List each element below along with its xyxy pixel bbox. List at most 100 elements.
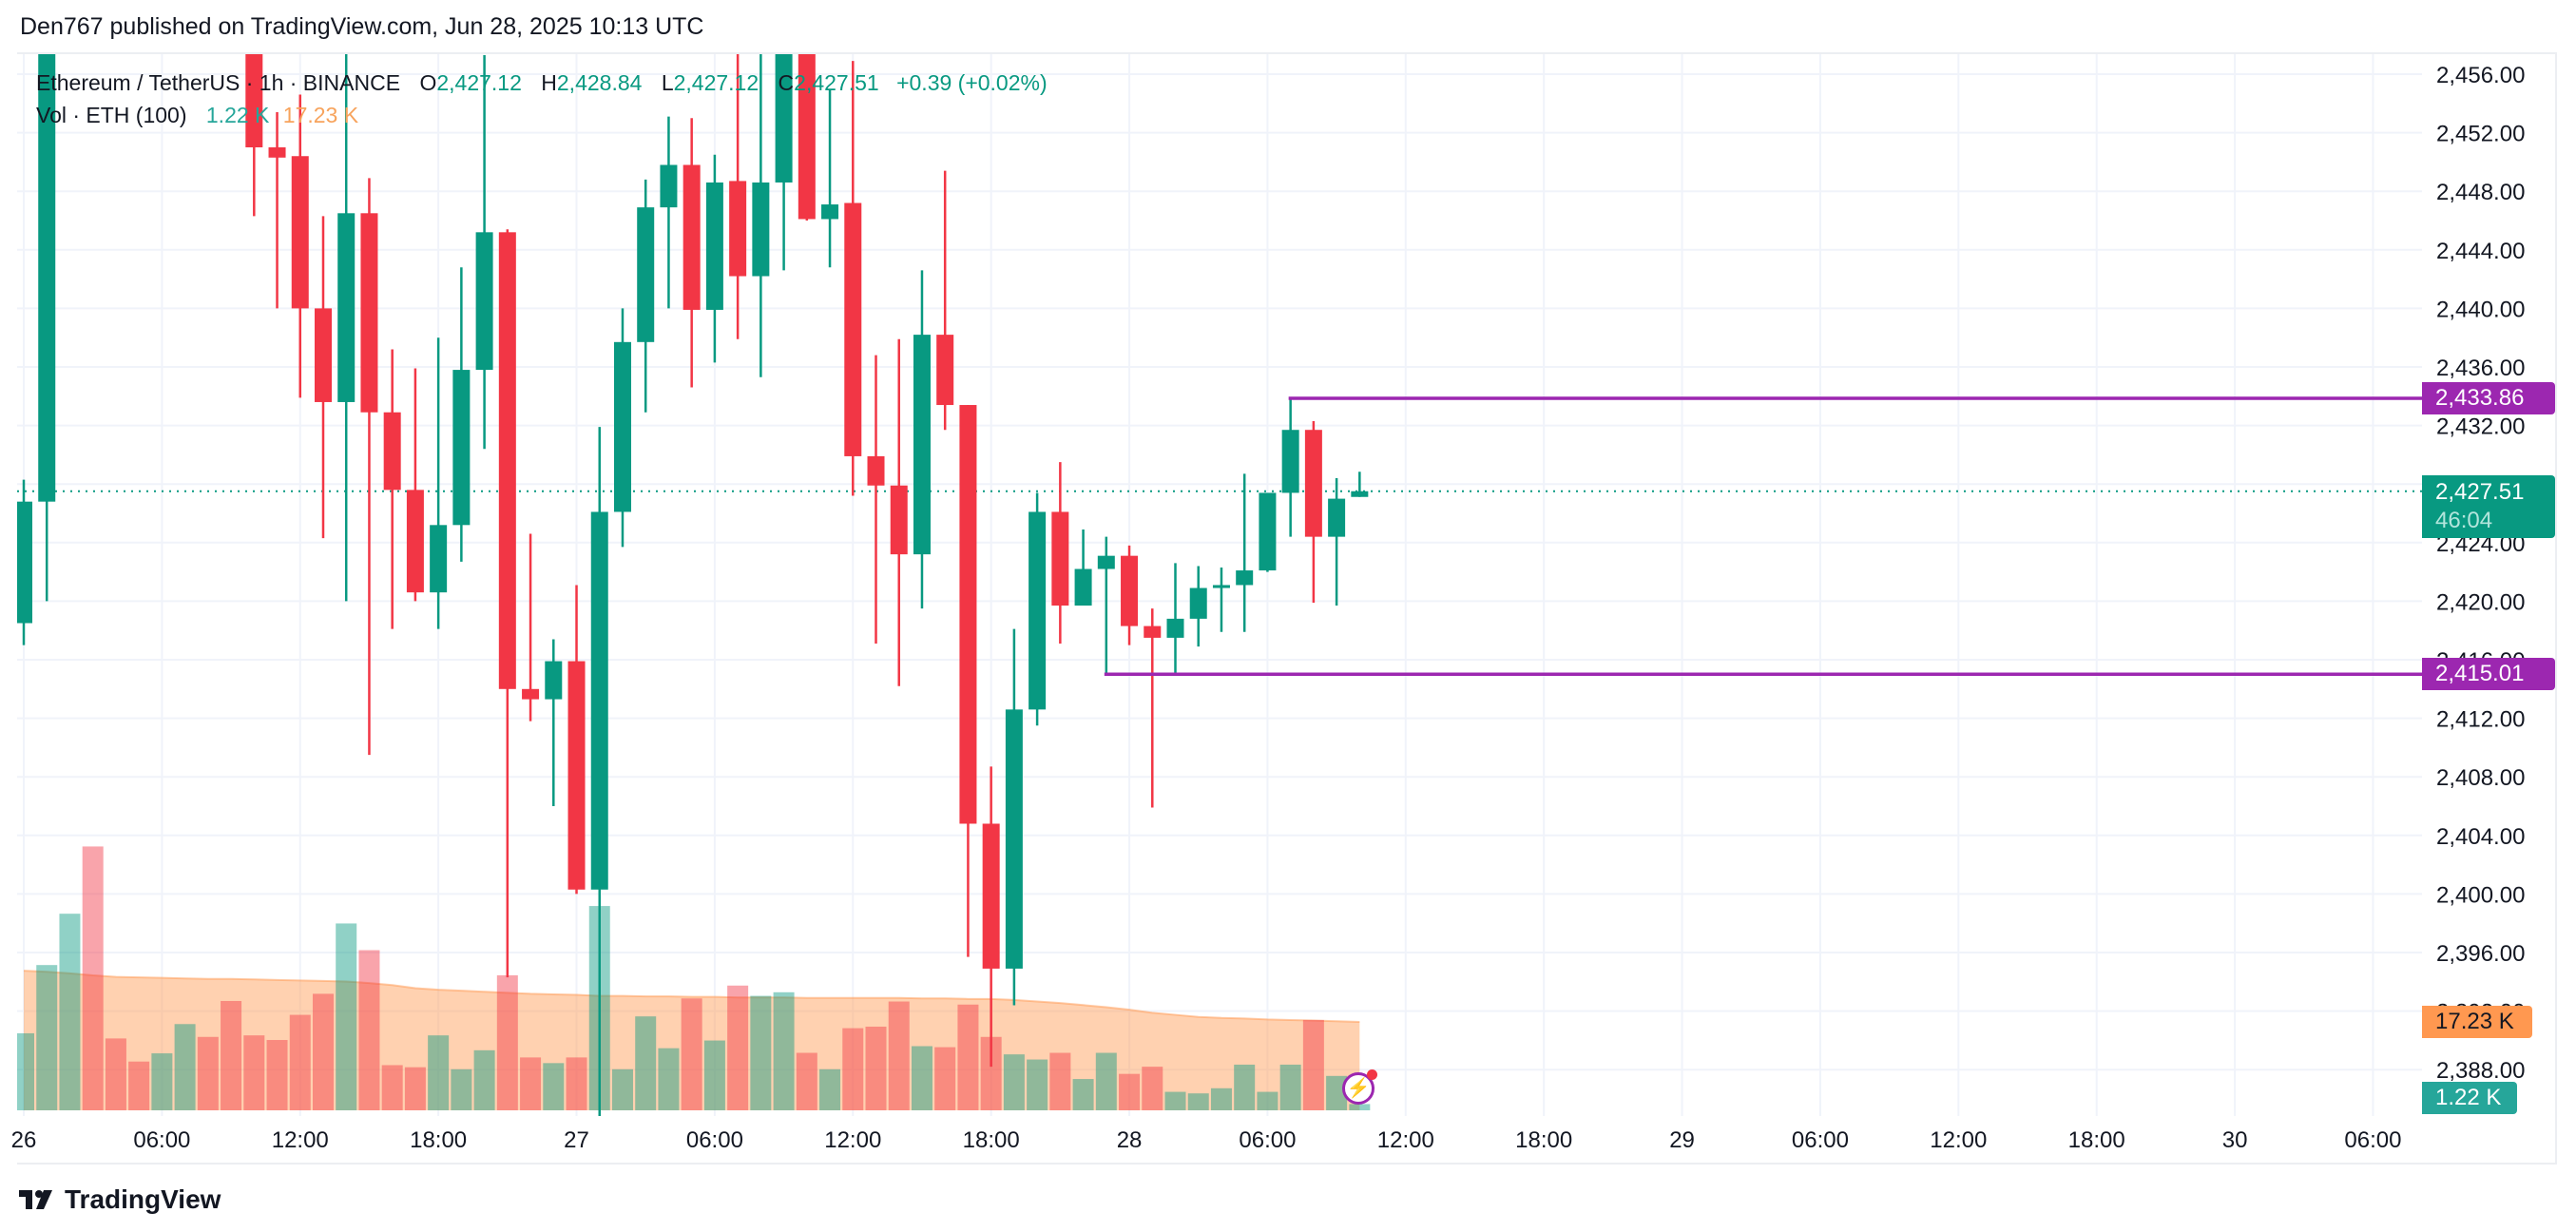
volume-bar	[658, 1048, 680, 1110]
time-axis: 26 06:00 12:00 18:00 27 06:00 12:00 18:00 28 06:0…	[11, 1127, 2402, 1153]
lightning-icon[interactable]: ⚡	[1342, 1069, 1377, 1105]
candle-body	[245, 54, 263, 148]
candle-body	[913, 335, 931, 555]
candle-body	[1121, 555, 1139, 626]
volume-bar	[266, 1040, 288, 1110]
candle	[130, 0, 147, 45]
volume-bar	[312, 993, 334, 1110]
candle	[522, 533, 540, 722]
candle-body	[567, 661, 586, 890]
candle	[383, 349, 401, 629]
volume-bar	[36, 965, 58, 1110]
candle-body	[360, 213, 378, 413]
volume-bar	[750, 995, 772, 1110]
volume-bar	[1210, 1088, 1232, 1110]
price-tick-label: 2,420.00	[2436, 589, 2525, 615]
volume-badge: 1.22 K	[2422, 1082, 2517, 1114]
candle-body	[821, 204, 839, 220]
volume-indicator-title[interactable]: Vol · ETH (100)	[36, 103, 187, 127]
time-tick-label: 06:00	[133, 1127, 190, 1153]
candle-body	[798, 54, 816, 220]
candle	[798, 54, 816, 221]
symbol-title[interactable]: Ethereum / TetherUS · 1h · BINANCE	[36, 70, 401, 95]
candle-body	[383, 412, 401, 491]
volume-bar	[174, 1024, 196, 1110]
candle-body	[291, 156, 309, 309]
open-label: O	[419, 70, 437, 95]
candle-body	[406, 490, 424, 593]
volume-bar	[17, 1033, 34, 1110]
volume-bar	[221, 1000, 242, 1110]
candle-body	[314, 308, 332, 402]
grid-lines	[17, 54, 2422, 1116]
candle-body	[590, 511, 608, 890]
candle-body	[890, 485, 908, 555]
candle	[475, 54, 493, 450]
candle-body	[1189, 587, 1207, 619]
volume-bar	[1049, 1052, 1071, 1110]
candle-body	[1281, 430, 1299, 493]
candle	[1074, 529, 1092, 606]
candle	[867, 355, 885, 645]
candle	[913, 270, 931, 609]
candle-body	[153, 0, 170, 15]
close-value: 2,427.51	[794, 70, 879, 95]
candle-body	[1259, 492, 1277, 571]
candle	[1051, 462, 1069, 645]
volume-bar	[197, 1036, 219, 1110]
time-tick-label: 26	[11, 1127, 37, 1153]
candle-body	[498, 232, 516, 689]
volume-bar	[1142, 1067, 1163, 1110]
candle	[1144, 608, 1162, 808]
volume-bar	[611, 1068, 633, 1110]
candle-body	[475, 232, 493, 371]
volume-bar	[773, 991, 795, 1110]
candle-body	[729, 181, 747, 277]
candle-body	[705, 182, 723, 310]
volume-bar	[1187, 1093, 1209, 1110]
candle-body	[660, 164, 678, 208]
volume-ma-area	[24, 971, 1360, 1110]
tradingview-logo-icon	[19, 1190, 52, 1209]
volume-bar	[473, 1049, 495, 1110]
candle	[498, 229, 516, 978]
resistance-price-badge: 2,433.86	[2422, 381, 2555, 414]
volume-bar	[980, 1036, 1002, 1110]
candle-body	[222, 0, 240, 15]
candle-body	[982, 823, 1000, 969]
price-tick-label: 2,456.00	[2436, 63, 2525, 88]
volume-legend: Vol · ETH (100) 1.22 K 17.23 K	[36, 99, 1048, 131]
tradingview-logo[interactable]: TradingView	[19, 1184, 221, 1215]
volume-bar	[1257, 1091, 1278, 1110]
last-price-label: 2,427.51	[2435, 478, 2525, 505]
candle	[1304, 420, 1322, 603]
candle-body	[17, 501, 32, 624]
volume-bar	[451, 1068, 472, 1110]
volume-ma-value: 17.23 K	[282, 103, 359, 127]
candle	[177, 0, 194, 1]
time-tick-label: 29	[1669, 1127, 1695, 1153]
candle	[85, 0, 102, 15]
candle	[1212, 567, 1230, 632]
candle	[1351, 472, 1369, 497]
candle	[222, 0, 240, 45]
candle	[844, 61, 862, 496]
candle	[291, 94, 309, 398]
volume-bar	[128, 1061, 150, 1110]
candle-body	[1074, 568, 1092, 606]
high-value: 2,428.84	[556, 70, 643, 95]
price-tick-label: 2,440.00	[2436, 297, 2525, 322]
candle-body	[452, 370, 471, 526]
candle	[613, 308, 631, 548]
volume-bar	[703, 1040, 725, 1110]
time-tick-label: 27	[564, 1127, 589, 1153]
volume-bar	[151, 1053, 173, 1110]
volume-bar	[404, 1067, 426, 1110]
volume-bar	[1279, 1064, 1301, 1110]
candle	[17, 479, 32, 645]
candle	[682, 118, 701, 388]
volume-bar	[358, 950, 380, 1110]
time-tick-label: 18:00	[410, 1127, 467, 1153]
volume-bar	[1119, 1073, 1141, 1110]
